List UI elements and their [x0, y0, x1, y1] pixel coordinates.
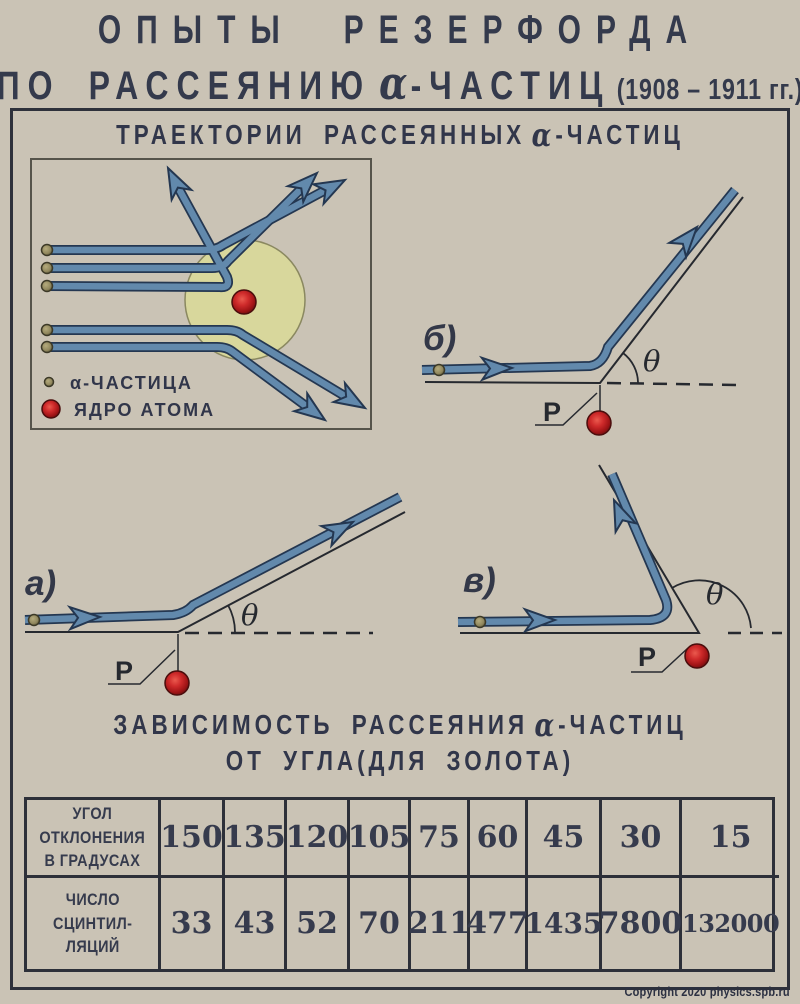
alpha-particle-dot	[473, 615, 487, 629]
page-title-line2: ПО РАССЕЯНИЮ α -ЧАСТИЦ (1908 – 1911 гг.)	[0, 56, 800, 110]
angle-cell: 120	[286, 800, 350, 878]
impact-parameter-label: P	[638, 642, 656, 672]
title-line2-post: -ЧАСТИЦ	[410, 64, 611, 108]
trajectory-outline	[24, 492, 403, 625]
trajectories-heading: ТРАЕКТОРИИ РАССЕЯННЫХ α -ЧАСТИЦ	[80, 116, 720, 154]
count-cell: 52	[287, 878, 350, 969]
p-leader-line	[108, 649, 176, 685]
dashed-axis	[606, 381, 741, 387]
alpha-symbol: α	[379, 56, 410, 110]
angle-cell: 30	[602, 800, 682, 878]
header-line: ОТКЛОНЕНИЯ	[39, 827, 146, 847]
count-cell: 43	[225, 878, 287, 969]
count-cell: 70	[350, 878, 411, 969]
header-line: УГОЛ	[72, 803, 113, 823]
theta-label: θ	[643, 344, 660, 378]
dependence-heading-line2: ОТ УГЛА(ДЛЯ ЗОЛОТА)	[80, 744, 720, 778]
angle-cell: 15	[682, 800, 780, 878]
title-years: (1908 – 1911 гг.)	[616, 74, 800, 106]
theta-label: θ	[706, 577, 723, 611]
angle-cell: 75	[411, 800, 470, 878]
table-header-angle: УГОЛ ОТКЛОНЕНИЯ В ГРАДУСАХ	[27, 800, 161, 878]
trajectory-line	[457, 472, 671, 626]
diagram-v-large-angle: в) θ P	[457, 464, 782, 673]
angle-cell: 60	[470, 800, 528, 878]
angle-cell: 150	[160, 800, 225, 878]
trajectory-arrows	[522, 497, 639, 634]
nucleus-dot	[586, 410, 612, 436]
trajectory-arrows	[66, 520, 356, 632]
alpha-symbol: α	[531, 116, 556, 154]
dependence-heading-line2-text: ОТ УГЛА(ДЛЯ ЗОЛОТА)	[225, 745, 575, 776]
diagram-label-b: б)	[423, 319, 456, 358]
count-cell: 132000	[682, 909, 780, 938]
trajectory-arrows	[478, 224, 699, 382]
legend-nucleus-dot	[41, 399, 61, 419]
header-line: ЛЯЦИЙ	[65, 937, 120, 957]
angle-cell: 45	[528, 800, 602, 878]
p-leader-line	[535, 392, 598, 426]
asymptote-line	[25, 511, 406, 633]
copyright-text: Copyright 2020 physics.spb.ru	[624, 985, 790, 999]
nucleus-dot	[684, 643, 710, 669]
header-line: ЧИСЛО	[65, 889, 120, 909]
nucleus-dot	[164, 670, 190, 696]
impact-parameter-label: P	[115, 656, 133, 686]
dependence-heading-line1: ЗАВИСИМОСТЬ РАССЕЯНИЯ α -ЧАСТИЦ	[80, 706, 720, 744]
theta-arc	[227, 604, 236, 633]
scattering-data-table: УГОЛ ОТКЛОНЕНИЯ В ГРАДУСАХ 150 135 120 1…	[24, 797, 780, 972]
count-cell: 211	[408, 878, 470, 969]
header-line: В ГРАДУСАХ	[44, 851, 141, 871]
dependence-heading-post: -ЧАСТИЦ	[558, 709, 687, 740]
angle-cell: 135	[223, 800, 287, 878]
alpha-symbol: α	[534, 706, 559, 744]
trajectory-arrowheads	[166, 165, 368, 422]
p-leader-line	[631, 647, 689, 673]
diagram-a-small-angle: а) θ P	[24, 492, 406, 696]
theta-arc	[671, 579, 752, 629]
title-line2-pre: ПО РАССЕЯНИЮ	[0, 64, 372, 108]
header-line: СЦИНТИЛ-	[52, 913, 133, 933]
main-frame	[10, 108, 790, 990]
table-header-count: ЧИСЛО СЦИНТИЛ- ЛЯЦИЙ	[27, 878, 161, 969]
trajectory-line	[421, 187, 738, 374]
diagram-b-medium-angle: б) θ P	[421, 186, 744, 436]
atom-diagram-border	[30, 158, 372, 430]
atom-scattering-diagram: α-ЧАСТИЦА ЯДРО АТОМА	[30, 158, 372, 430]
legend-nucleus-label: ЯДРО АТОМА	[74, 400, 215, 420]
trajectories-heading-pre: ТРАЕКТОРИИ РАССЕЯННЫХ	[116, 119, 526, 150]
count-cell: 477	[466, 878, 529, 969]
trajectories-heading-post: -ЧАСТИЦ	[555, 119, 684, 150]
nucleus-dot	[231, 289, 257, 315]
count-cell: 7800	[599, 878, 682, 969]
dependence-heading-pre: ЗАВИСИМОСТЬ РАССЕЯНИЯ	[113, 709, 529, 740]
angle-cell: 105	[348, 800, 411, 878]
count-cell: 1435	[525, 878, 602, 969]
trajectory-lines	[47, 178, 355, 415]
theta-label: θ	[241, 598, 258, 632]
page-title-line1: ОПЫТЫ РЕЗЕРФОРДА	[97, 7, 703, 52]
diagram-label-v: в)	[463, 561, 496, 600]
alpha-particle-dot	[432, 363, 446, 377]
asymptote-line	[424, 196, 744, 385]
trajectory-outline	[421, 186, 739, 375]
legend-alpha-dot	[43, 376, 55, 388]
alpha-particle-dot	[27, 613, 41, 627]
theta-arc	[622, 352, 639, 384]
legend-alpha-label: α-ЧАСТИЦА	[70, 373, 193, 393]
count-cell: 33	[161, 878, 225, 969]
alpha-particle-dots	[40, 243, 54, 354]
trajectory-line	[24, 494, 402, 624]
diagram-label-a: а)	[25, 564, 56, 603]
impact-parameter-label: P	[543, 397, 561, 427]
